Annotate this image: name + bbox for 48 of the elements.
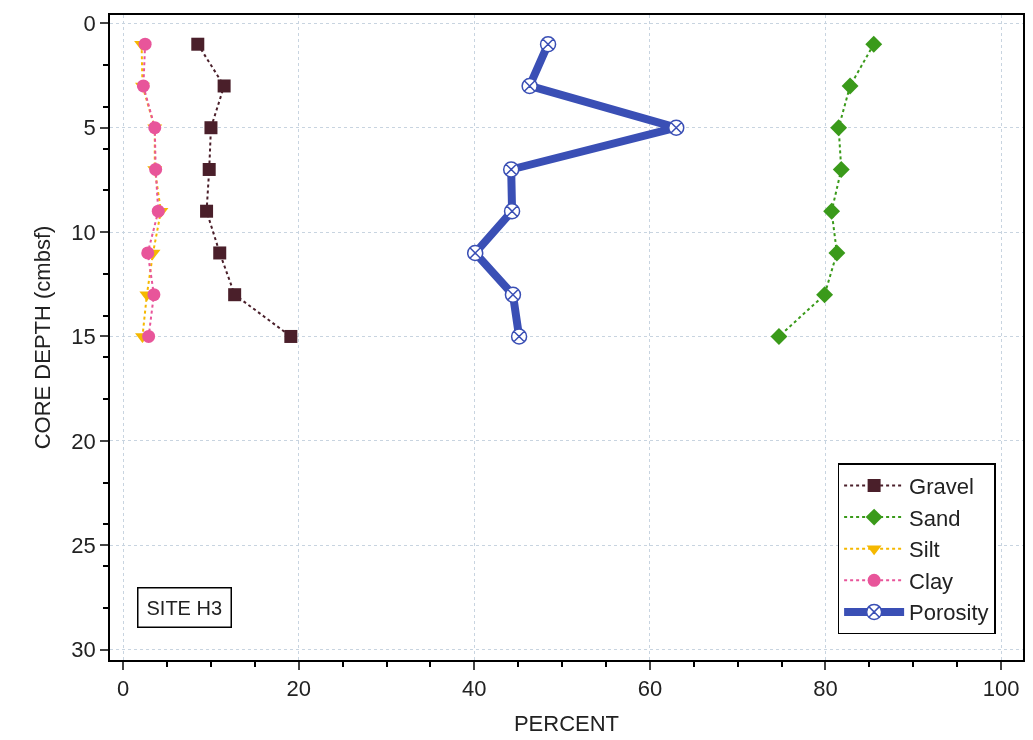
point	[151, 204, 165, 218]
point	[217, 79, 231, 93]
point	[149, 162, 163, 176]
legend-label: Silt	[909, 537, 940, 563]
x-tick-label: 0	[117, 676, 130, 702]
y-tick-label: 30	[71, 637, 96, 663]
point	[539, 35, 557, 53]
legend-label: Porosity	[909, 600, 989, 626]
point	[213, 246, 227, 260]
y-tick-label: 20	[71, 428, 96, 454]
point	[228, 288, 242, 302]
point	[502, 161, 520, 178]
point	[200, 204, 214, 218]
legend-label: Sand	[909, 505, 961, 531]
point	[770, 328, 788, 345]
point	[147, 288, 161, 302]
x-tick-label: 40	[462, 676, 487, 702]
x-tick-label: 80	[813, 676, 838, 702]
legend-label: Gravel	[909, 474, 974, 500]
y-tick-label: 15	[71, 324, 96, 350]
point	[466, 244, 484, 262]
x-tick-label: 20	[286, 676, 311, 702]
point	[823, 202, 841, 220]
point	[191, 37, 205, 51]
legend-label: Clay	[909, 568, 954, 594]
y-tick-label: 5	[83, 115, 96, 141]
x-tick-label: 100	[982, 676, 1020, 702]
point	[202, 162, 216, 176]
point	[138, 37, 152, 51]
point	[816, 286, 834, 304]
point	[830, 119, 848, 137]
y-tick-label: 10	[71, 219, 96, 245]
point	[204, 121, 218, 135]
y-tick-label: 25	[71, 532, 96, 558]
point	[510, 328, 528, 345]
annotation: SITE H3	[146, 596, 223, 619]
point	[841, 77, 859, 95]
point	[832, 161, 850, 178]
y-axis-title: CORE DEPTH (cmbsf)	[29, 225, 55, 450]
point	[503, 202, 521, 220]
point	[142, 329, 156, 343]
point	[141, 246, 155, 260]
x-axis-title: PERCENT	[513, 710, 620, 736]
x-tick-label: 60	[637, 676, 663, 702]
point	[828, 244, 846, 262]
point	[284, 329, 298, 343]
y-tick-label: 0	[83, 11, 96, 37]
point	[865, 35, 883, 53]
